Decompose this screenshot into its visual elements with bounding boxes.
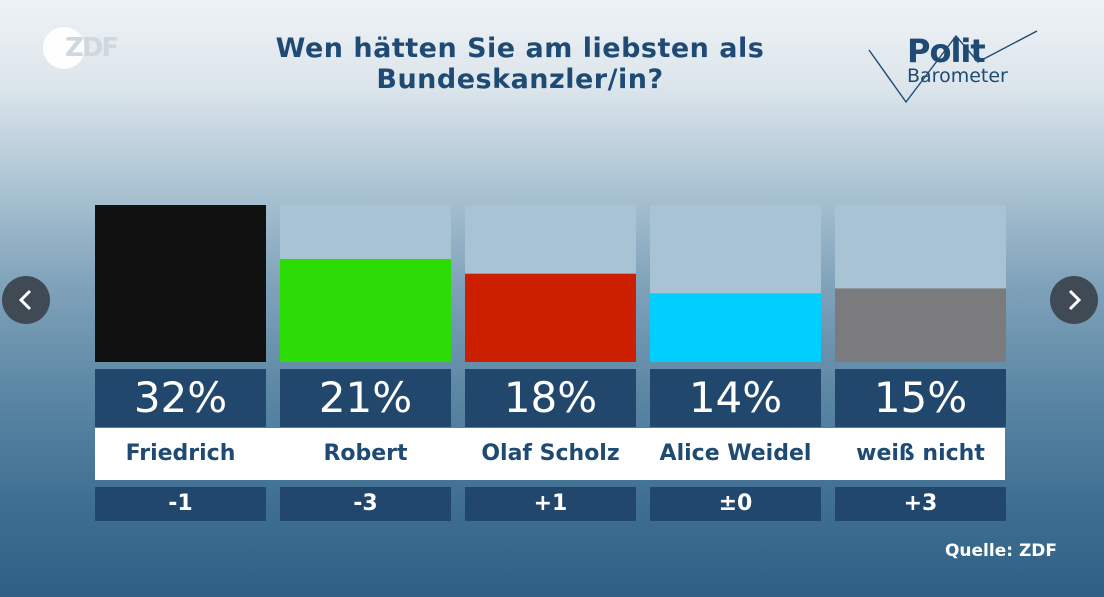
data-label: 15% [835, 369, 1006, 427]
bar [280, 258, 451, 362]
category-label: Robert Habeck [320, 441, 412, 518]
chevron-left-icon [18, 289, 32, 311]
bar [465, 273, 636, 362]
next-button[interactable] [1050, 276, 1098, 324]
zdf-logo-circle [43, 27, 85, 69]
category-label: Olaf Scholz [481, 441, 620, 466]
change-label: +1 [465, 487, 636, 521]
change-label: -1 [95, 487, 266, 521]
zdf-logo-text: ZDF [65, 33, 119, 63]
prev-button[interactable] [2, 276, 50, 324]
politbarometer-check-mark [868, 30, 1038, 104]
change-label: +3 [835, 487, 1006, 521]
data-label: 32% [95, 369, 266, 427]
data-label: 21% [280, 369, 451, 427]
chevron-right-icon [1068, 289, 1082, 311]
bar [95, 205, 266, 362]
source-note: Quelle: ZDF [944, 541, 1057, 561]
names-band [95, 428, 1005, 480]
brand-line-1: Polit [907, 32, 986, 70]
category-label: Friedrich Merz [125, 441, 236, 518]
bar [835, 288, 1006, 362]
change-label: ±0 [650, 487, 821, 521]
bar [650, 293, 821, 362]
category-label: Alice Weidel [659, 441, 812, 466]
chart-title: Wen hätten Sie am liebsten als Bundeskan… [275, 33, 765, 95]
data-label: 14% [650, 369, 821, 427]
politbarometer-logo: Polit Barometer [866, 28, 1041, 106]
data-label: 18% [465, 369, 636, 427]
zdf-logo: ZDF [43, 27, 119, 71]
change-label: -3 [280, 487, 451, 521]
brand-line-2: Barometer [907, 65, 1008, 87]
category-label: weiß nicht [856, 441, 985, 466]
